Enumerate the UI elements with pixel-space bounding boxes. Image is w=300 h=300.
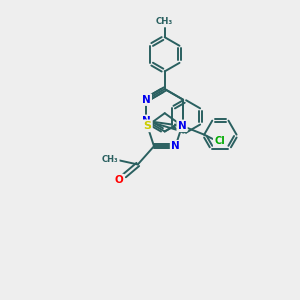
Text: O: O [115,175,124,185]
Text: Cl: Cl [214,136,225,146]
Text: CH₃: CH₃ [156,16,173,26]
Text: CH₃: CH₃ [102,155,119,164]
Text: N: N [142,94,151,105]
Text: S: S [143,121,152,131]
Text: N: N [178,121,187,131]
Text: N: N [171,141,180,151]
Text: N: N [142,116,151,126]
